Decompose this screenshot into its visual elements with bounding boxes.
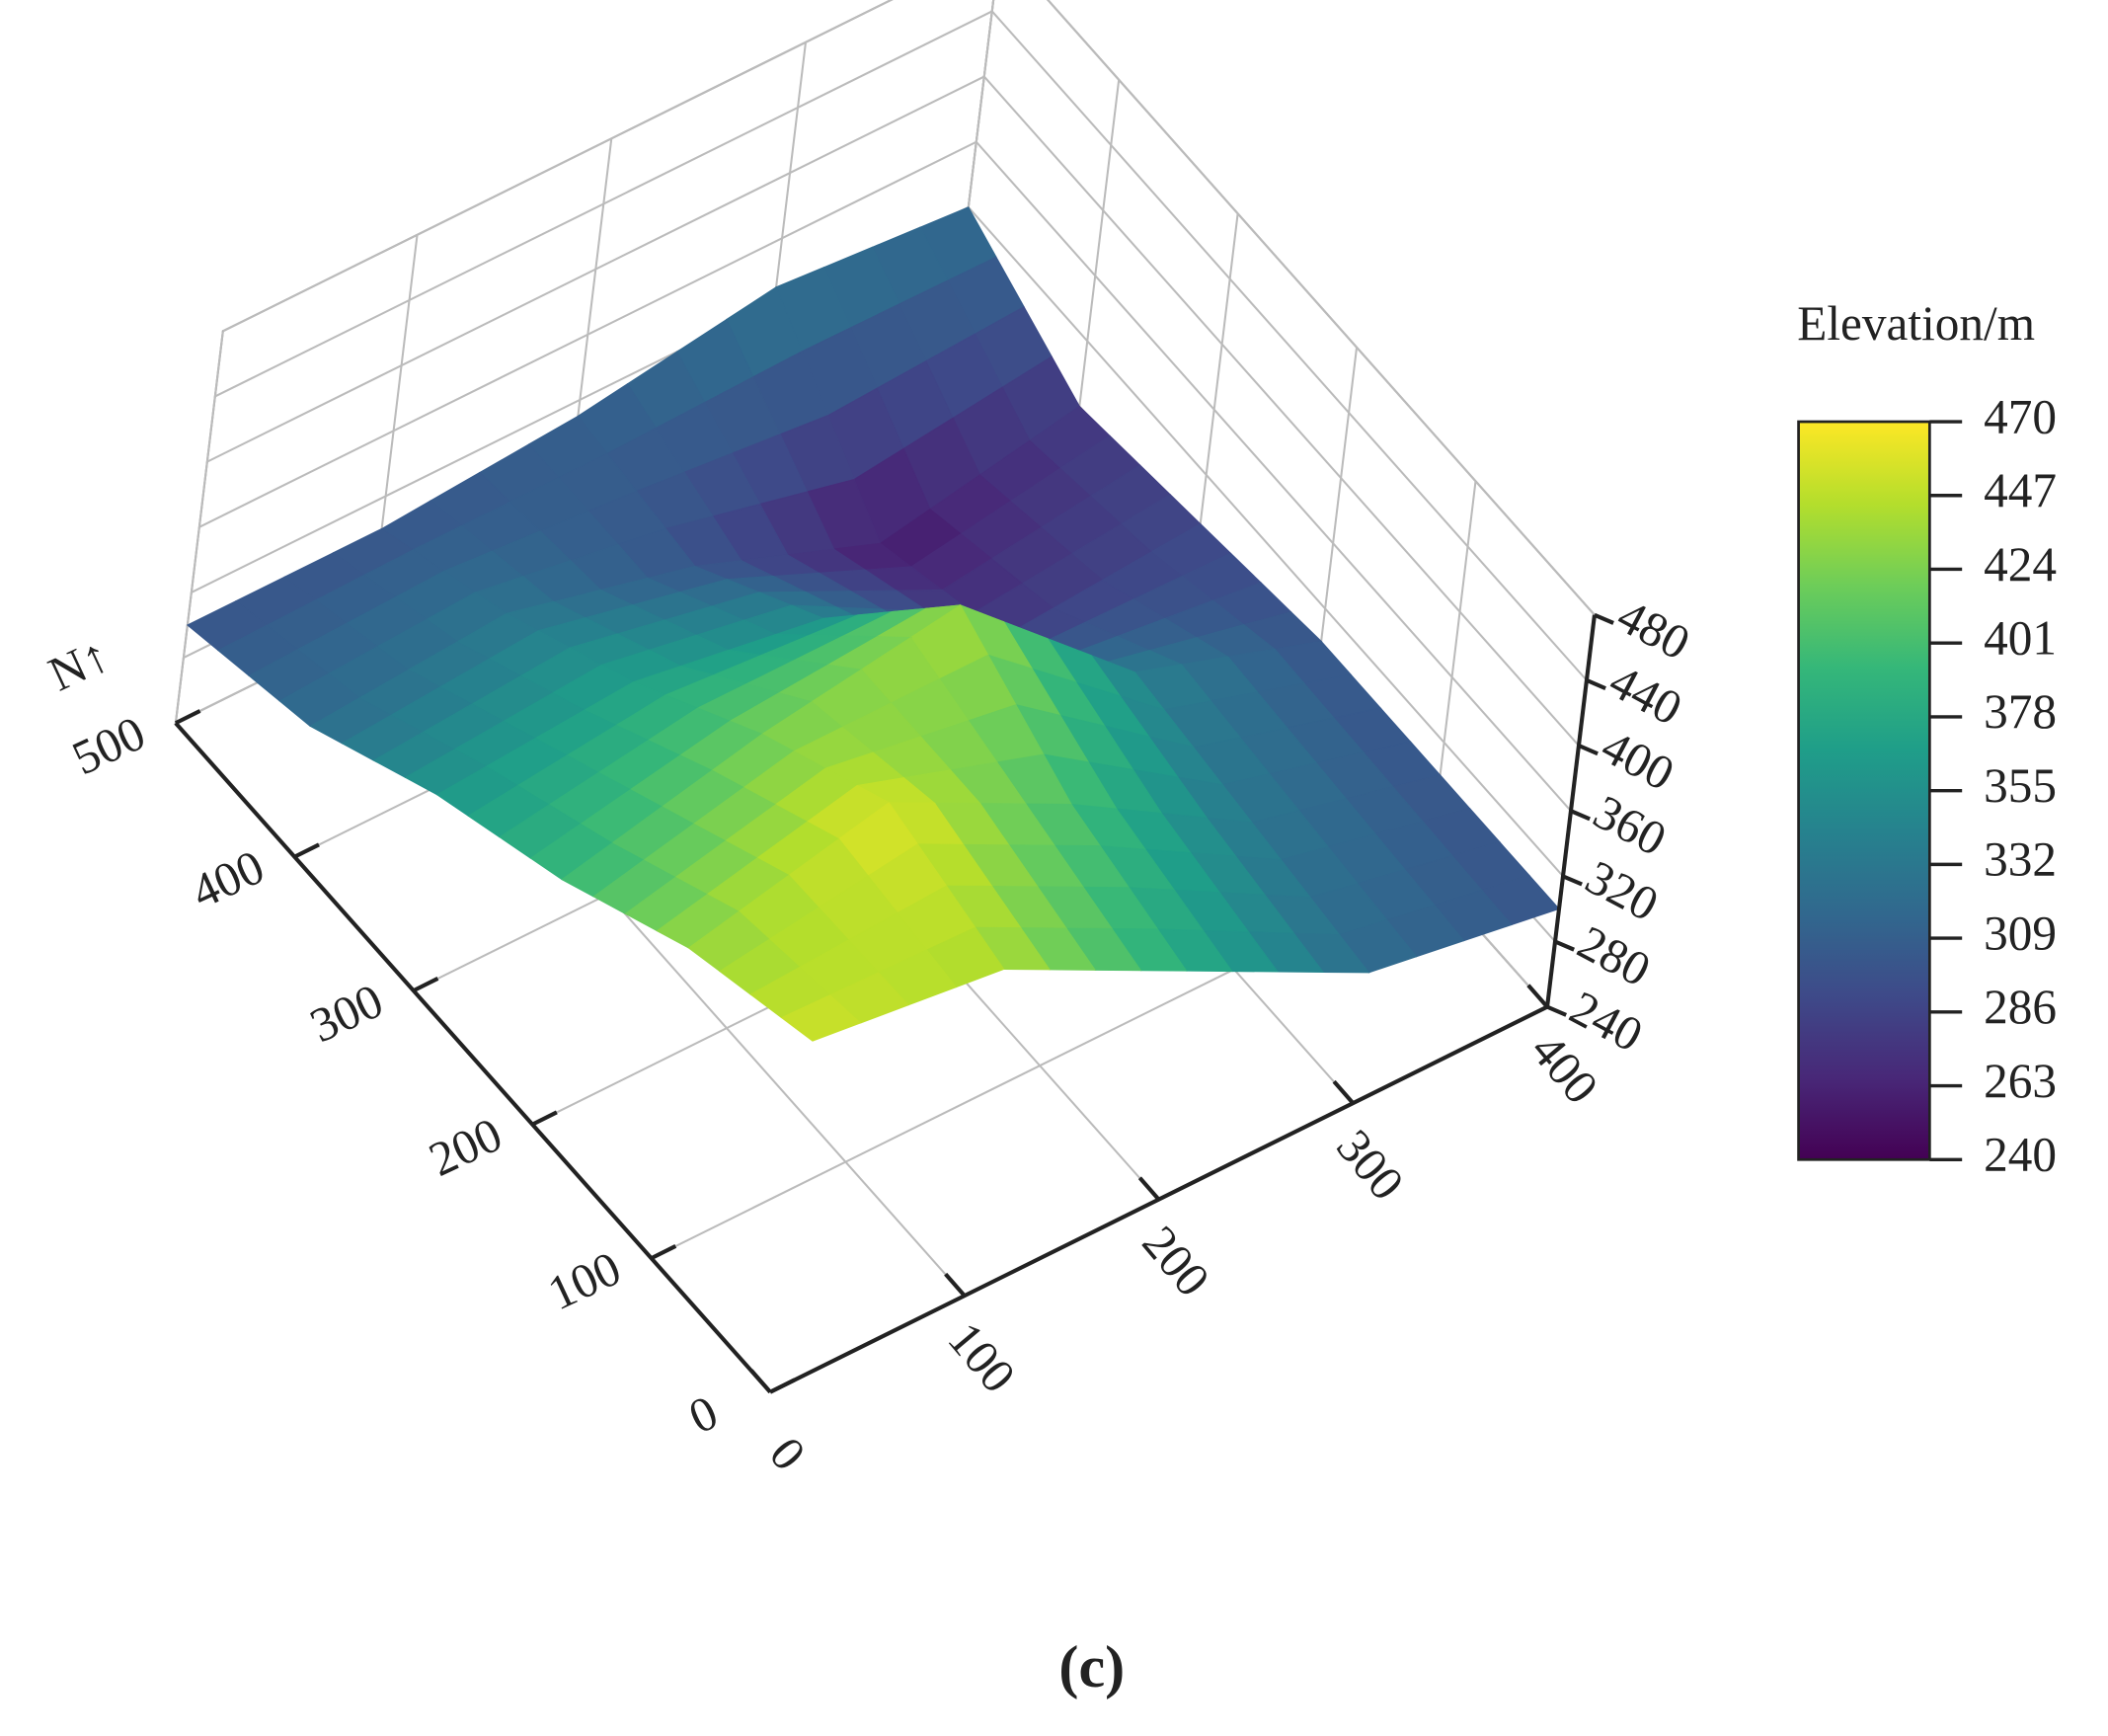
- x-tick-label: 200: [1132, 1216, 1220, 1306]
- x-tick-label: 0: [759, 1427, 817, 1480]
- y-tick: [412, 977, 439, 993]
- grid-line: [222, 0, 1596, 616]
- colorbar: [1797, 420, 1931, 1161]
- z-tick: [1562, 874, 1583, 887]
- y-tick-label: 300: [302, 973, 391, 1053]
- colorbar-tick-label: 309: [1984, 906, 2057, 960]
- x-tick-label: 100: [938, 1312, 1027, 1403]
- z-tick-label: 280: [1569, 914, 1659, 996]
- x-tick-label: 300: [1326, 1120, 1415, 1211]
- y-tick-label: 200: [421, 1107, 509, 1187]
- y-tick: [531, 1110, 558, 1127]
- y-tick: [650, 1244, 677, 1261]
- y-tick: [293, 842, 320, 859]
- z-tick: [1586, 677, 1606, 690]
- surface-patch: [780, 994, 862, 1042]
- z-tick: [1570, 809, 1591, 822]
- colorbar-tick-label: 378: [1984, 684, 2057, 739]
- y-axis: [174, 721, 772, 1394]
- z-tick-label: 360: [1585, 784, 1675, 866]
- colorbar-tick-label: 240: [1984, 1128, 2057, 1182]
- z-tick-label: 440: [1601, 654, 1690, 736]
- y-axis-label: N↑: [40, 627, 117, 701]
- z-tick: [1554, 939, 1575, 952]
- z-tick-label: 320: [1577, 849, 1667, 931]
- colorbar-tick-label: 263: [1984, 1054, 2057, 1108]
- z-tick-label: 400: [1593, 719, 1682, 801]
- x-tick: [1332, 1079, 1355, 1105]
- x-tick: [1526, 984, 1549, 1008]
- colorbar-tick-label: 401: [1984, 611, 2057, 666]
- z-tick: [1546, 1004, 1568, 1017]
- colorbar-title: Elevation/m: [1797, 296, 2035, 351]
- y-tick-label: 100: [540, 1240, 629, 1320]
- z-tick: [1578, 744, 1599, 756]
- x-tick: [1137, 1176, 1161, 1201]
- colorbar-tick-label: 470: [1984, 389, 2057, 443]
- caption: (c): [1058, 1634, 1125, 1700]
- y-tick: [769, 1378, 796, 1394]
- y-tick-label: 500: [64, 705, 153, 785]
- colorbar-tick-label: 355: [1984, 758, 2057, 813]
- x-tick: [749, 1369, 772, 1394]
- y-tick-label: 0: [680, 1384, 726, 1444]
- colorbar-tick-label: 332: [1984, 832, 2057, 887]
- y-tick-label: 400: [183, 839, 272, 919]
- x-tick: [944, 1272, 967, 1298]
- colorbar-tick-label: 447: [1984, 463, 2057, 517]
- colorbar-tick-label: 424: [1984, 537, 2057, 592]
- y-tick: [174, 709, 201, 726]
- z-tick-label: 480: [1608, 589, 1698, 671]
- colorbar-tick-label: 286: [1984, 980, 2057, 1034]
- z-tick: [1594, 612, 1614, 625]
